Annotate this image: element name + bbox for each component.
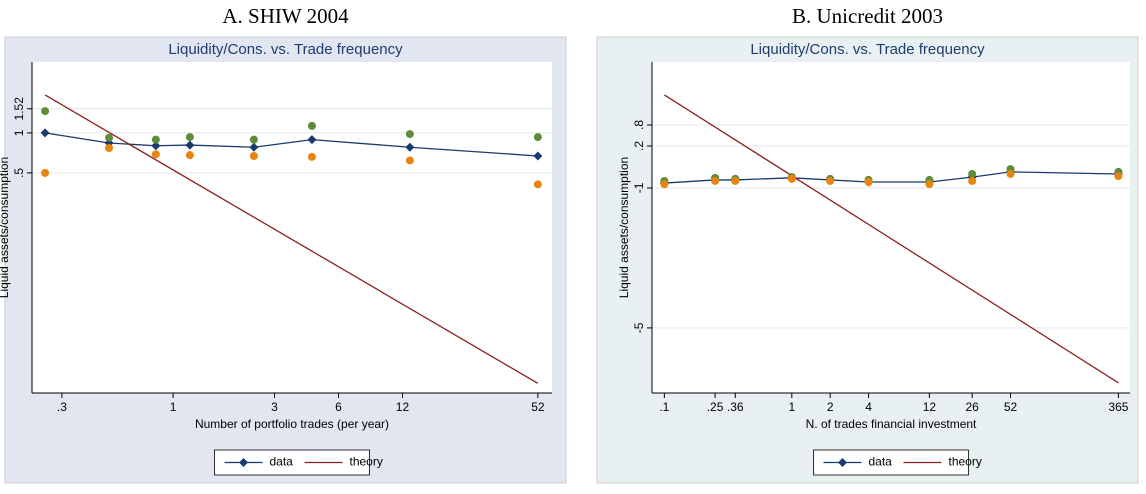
series-line <box>664 171 1119 184</box>
point <box>864 178 873 187</box>
legend-label: data <box>270 455 294 469</box>
point <box>307 152 316 161</box>
plot-area <box>32 62 552 393</box>
series-line <box>44 132 538 157</box>
legend-label: data <box>869 455 893 469</box>
y-axis-label: Liquid assets/consumption <box>617 157 631 298</box>
legend-marker <box>838 458 847 467</box>
point <box>1006 169 1015 178</box>
panel-heading: A. SHIW 2004 <box>222 4 349 28</box>
y-tick-label: .8 <box>632 120 646 130</box>
x-tick-label: 3 <box>271 400 278 414</box>
point <box>307 121 316 130</box>
x-tick-label: .25 <box>707 400 724 414</box>
point <box>533 133 542 142</box>
point <box>660 180 669 189</box>
x-tick-label: 6 <box>335 400 342 414</box>
point <box>41 107 50 116</box>
point <box>405 156 414 165</box>
point <box>1114 172 1123 181</box>
point <box>249 142 259 152</box>
point <box>151 150 160 159</box>
x-tick-label: .3 <box>57 400 67 414</box>
panel-heading: B. Unicredit 2003 <box>792 4 943 28</box>
x-tick-label: 52 <box>1004 400 1018 414</box>
point <box>105 143 114 152</box>
legend <box>214 449 370 476</box>
y-tick-label: .2 <box>632 141 646 151</box>
legend-label: theory <box>949 455 982 469</box>
point <box>533 151 543 161</box>
panel: B. Unicredit 2003 Liquidity/Cons. vs. Tra… <box>596 4 1139 484</box>
point <box>787 174 796 183</box>
x-axis-label: Number of portfolio trades (per year) <box>195 417 389 431</box>
point <box>925 180 934 189</box>
series-line <box>664 94 1119 384</box>
x-tick-label: .36 <box>727 400 744 414</box>
y-tick-label: 1.52 <box>12 97 26 121</box>
point <box>307 135 317 145</box>
legend-label: theory <box>350 455 383 469</box>
legend-marker <box>239 458 248 467</box>
x-tick-label: 365 <box>1108 400 1128 414</box>
x-tick-label: 52 <box>531 400 545 414</box>
point <box>41 168 50 177</box>
x-tick-label: 26 <box>965 400 979 414</box>
x-tick-label: 1 <box>170 400 177 414</box>
x-tick-label: 1 <box>788 400 795 414</box>
y-axis-label: Liquid assets/consumption <box>0 157 11 298</box>
x-tick-label: 12 <box>923 400 937 414</box>
point <box>405 142 415 152</box>
plot-area <box>652 62 1130 393</box>
point <box>968 169 977 178</box>
point <box>711 176 720 185</box>
chart-title: Liquidity/Cons. vs. Trade frequency <box>168 41 403 58</box>
point <box>185 151 194 160</box>
y-tick-label: -5 <box>632 322 646 333</box>
point <box>405 130 414 139</box>
y-tick-label: .5 <box>12 168 26 178</box>
x-tick-label: 4 <box>865 400 872 414</box>
point <box>40 128 50 138</box>
y-tick-label: 1 <box>12 129 26 136</box>
x-tick-label: 2 <box>827 400 834 414</box>
point <box>151 141 161 151</box>
point <box>533 180 542 189</box>
x-tick-label: 12 <box>396 400 410 414</box>
point <box>249 152 258 161</box>
point <box>105 133 114 142</box>
series-line <box>44 94 539 384</box>
point <box>826 176 835 185</box>
point <box>968 176 977 185</box>
point <box>185 133 194 142</box>
chart-title: Liquidity/Cons. vs. Trade frequency <box>750 41 985 58</box>
point <box>185 140 195 150</box>
point <box>731 176 740 185</box>
panel: A. SHIW 2004 Liquidity/Cons. vs. Trade fr… <box>0 4 567 484</box>
point <box>249 135 258 144</box>
x-tick-label: .1 <box>659 400 669 414</box>
y-tick-label: -1 <box>632 182 646 193</box>
point <box>151 135 160 144</box>
x-axis-label: N. of trades financial investment <box>806 417 977 431</box>
